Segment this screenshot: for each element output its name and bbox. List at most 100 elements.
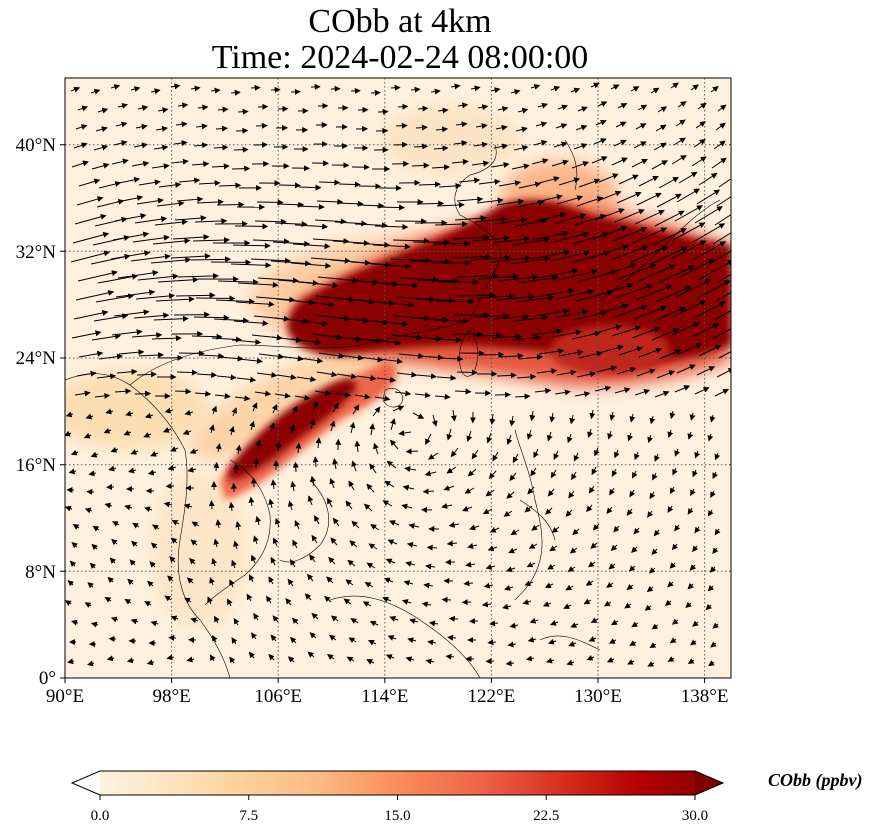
wind-arrow [414,392,431,399]
wind-arrow [578,350,603,359]
wind-arrow [331,335,363,343]
y-tick-label: 40°N [16,135,57,156]
wind-arrow [89,562,97,569]
wind-arrow [563,603,572,609]
wind-arrow [611,157,628,166]
wind-arrow [328,634,337,641]
wind-arrow [418,181,441,188]
wind-arrow [311,612,319,620]
wind-arrow [233,540,239,550]
wind-arrow [556,369,577,376]
wind-arrow [231,165,251,172]
wind-arrow [427,452,439,460]
wind-arrow [653,529,660,537]
wind-arrow [551,159,569,167]
wind-arrow [312,400,319,411]
wind-arrow [647,510,654,518]
wind-arrow [687,658,695,665]
wind-arrow [98,353,123,360]
wind-arrow [477,273,519,280]
wind-arrow [434,393,451,400]
wind-arrow [112,521,120,527]
wind-arrow [429,620,439,627]
wind-arrow [489,620,499,627]
wind-arrow [671,321,701,336]
wind-arrow [470,254,511,261]
wind-arrow [174,215,207,222]
wind-arrow [189,448,199,454]
wind-arrow [525,655,535,662]
wind-arrow [446,428,453,441]
wind-arrow [590,82,600,89]
wind-arrow [464,487,475,494]
wind-arrow [373,442,379,455]
wind-arrow [293,319,329,327]
wind-arrow [658,176,679,189]
wind-arrow [498,352,524,359]
wind-arrow [147,580,154,587]
wind-arrow [696,189,721,205]
wind-arrow [417,277,459,284]
wind-arrow [372,243,411,250]
wind-arrow [170,615,179,622]
wind-arrow [292,405,298,416]
wind-arrow [237,281,279,288]
wind-arrow [95,293,135,303]
wind-arrow [450,83,461,90]
wind-arrow [624,602,632,609]
wind-arrow [455,292,496,299]
wind-arrow [418,354,444,361]
wind-arrow [671,155,687,165]
wind-arrow [252,238,290,245]
wind-arrow [566,659,575,666]
wind-arrow [129,559,136,566]
wind-arrow [362,601,372,607]
wind-arrow [573,452,580,462]
wind-arrow [238,357,263,364]
wind-arrow [495,294,535,301]
wind-arrow [124,504,133,511]
wind-arrow [343,598,352,605]
wind-arrow [670,240,707,260]
wind-arrow [352,404,360,415]
wind-arrow [598,344,624,354]
wind-arrow [368,543,378,550]
wind-arrow [98,181,122,189]
wind-arrow [383,577,394,584]
wind-arrow [485,564,496,570]
wind-arrow [364,582,374,588]
wind-arrow [483,582,494,589]
wind-arrow [182,429,192,435]
wind-arrow [629,413,636,423]
wind-arrow [272,240,311,247]
wind-arrow [574,391,591,398]
wind-arrow [253,458,260,469]
wind-arrow [491,333,522,340]
wind-arrow [276,201,305,208]
wind-arrow [633,305,667,320]
wind-arrow [691,156,707,167]
wind-arrow [595,282,634,297]
wind-arrow [198,353,225,360]
wind-arrow [431,164,450,171]
wind-arrow [117,270,159,279]
wind-arrow [472,235,510,242]
wind-arrow [705,603,712,611]
wind-arrow [235,444,242,455]
wind-arrow [334,220,368,227]
wind-arrow [538,176,560,184]
wind-arrow [611,325,642,337]
wind-arrow [390,84,401,91]
wind-arrow [348,480,355,491]
wind-arrow [713,310,731,321]
wind-arrow [432,240,471,247]
wind-arrow [266,595,272,604]
wind-arrow [653,142,667,151]
wind-arrow [311,534,318,544]
wind-arrow [110,446,119,453]
wind-arrow [130,618,139,625]
wind-arrow [349,421,356,434]
wind-arrow [689,412,696,421]
wind-arrow [545,507,553,515]
wind-arrow [649,415,656,425]
